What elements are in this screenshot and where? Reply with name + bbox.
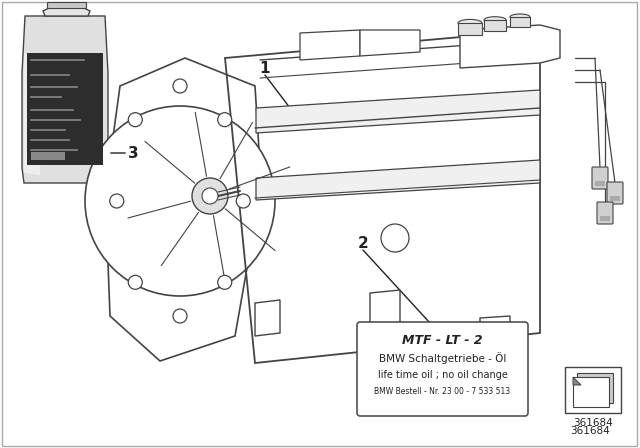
Bar	[510, 17, 530, 27]
Text: MTF - LT - 2: MTF - LT - 2	[402, 333, 483, 346]
Polygon shape	[573, 377, 581, 385]
Polygon shape	[577, 373, 613, 403]
Polygon shape	[225, 30, 540, 363]
Ellipse shape	[458, 19, 482, 26]
Bar	[600, 216, 610, 221]
Bar	[595, 181, 605, 186]
Text: 2: 2	[358, 236, 369, 250]
Circle shape	[128, 276, 142, 289]
Polygon shape	[480, 316, 510, 350]
Polygon shape	[24, 53, 42, 175]
Polygon shape	[360, 30, 420, 56]
Polygon shape	[43, 8, 90, 16]
Bar	[31, 152, 65, 160]
Text: life time oil ; no oil change: life time oil ; no oil change	[378, 370, 508, 380]
Circle shape	[128, 113, 142, 127]
Circle shape	[202, 188, 218, 204]
Circle shape	[218, 276, 232, 289]
Polygon shape	[107, 58, 260, 361]
Circle shape	[381, 224, 409, 252]
Circle shape	[236, 194, 250, 208]
Ellipse shape	[510, 14, 530, 20]
Polygon shape	[460, 25, 560, 68]
Polygon shape	[255, 300, 280, 336]
Circle shape	[218, 113, 232, 127]
Circle shape	[173, 309, 187, 323]
Ellipse shape	[484, 17, 506, 23]
Polygon shape	[573, 377, 609, 407]
FancyBboxPatch shape	[607, 182, 623, 204]
Circle shape	[109, 194, 124, 208]
Polygon shape	[300, 30, 360, 60]
Bar	[484, 20, 506, 31]
Text: BMW Bestell - Nr. 23 00 - 7 533 513: BMW Bestell - Nr. 23 00 - 7 533 513	[374, 387, 511, 396]
Text: 1: 1	[260, 60, 270, 76]
Circle shape	[173, 79, 187, 93]
Bar	[27, 53, 103, 165]
Bar	[610, 196, 620, 201]
Text: 3: 3	[128, 146, 138, 160]
Polygon shape	[22, 16, 108, 183]
Polygon shape	[256, 90, 540, 133]
Text: 361684: 361684	[570, 426, 610, 436]
Bar	[565, 367, 621, 413]
Circle shape	[85, 106, 275, 296]
Text: 361684: 361684	[573, 418, 613, 428]
Polygon shape	[370, 290, 400, 326]
FancyBboxPatch shape	[597, 202, 613, 224]
Circle shape	[192, 178, 228, 214]
Polygon shape	[256, 160, 540, 200]
Bar	[458, 23, 482, 35]
Polygon shape	[47, 2, 86, 8]
FancyBboxPatch shape	[592, 167, 608, 189]
Text: BMW Schaltgetriebe - Öl: BMW Schaltgetriebe - Öl	[379, 352, 506, 364]
FancyBboxPatch shape	[357, 322, 528, 416]
